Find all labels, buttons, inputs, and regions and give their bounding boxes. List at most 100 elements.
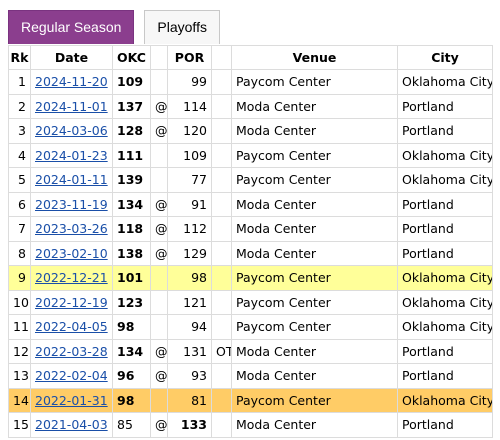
date-cell: 2024-01-23 <box>30 142 113 168</box>
overtime-cell <box>211 387 232 413</box>
game-date-link[interactable]: 2024-01-11 <box>35 172 108 188</box>
col-header-date[interactable]: Date <box>30 45 113 70</box>
game-date-link[interactable]: 2024-11-01 <box>35 98 108 114</box>
overtime-cell: OT <box>211 338 232 364</box>
col-header-city[interactable]: City <box>397 45 493 70</box>
team2-score-cell: 109 <box>167 142 212 168</box>
table-header-row: Rk Date OKC POR Venue City <box>8 45 493 70</box>
venue-cell: Paycom Center <box>231 387 398 413</box>
tab-playoffs[interactable]: Playoffs <box>144 10 220 44</box>
table-row: 7 2023-03-26 118 @112 Moda Center Portland <box>8 216 493 242</box>
tab-regular-season[interactable]: Regular Season <box>8 10 135 44</box>
city-cell: Portland <box>397 338 493 364</box>
venue-cell: Paycom Center <box>231 142 398 168</box>
col-header-at <box>150 45 168 70</box>
game-date-link[interactable]: 2022-01-31 <box>35 392 108 408</box>
away-marker-cell: @ <box>150 240 168 266</box>
team1-score-cell: 128 <box>112 118 151 144</box>
city-cell: Portland <box>397 118 493 144</box>
team1-score-cell: 123 <box>112 289 151 315</box>
table-row: 9 2022-12-21 101 98 Paycom Center Oklahoma Ci… <box>8 265 493 291</box>
table-row: 6 2023-11-19 134 @91 Moda Center Portland <box>8 191 493 217</box>
away-marker-cell: @ <box>150 363 168 389</box>
table-body: 1 2024-11-20 109 99 Paycom Center Oklahoma Ci… <box>8 69 493 438</box>
venue-cell: Moda Center <box>231 363 398 389</box>
col-header-team2[interactable]: POR <box>167 45 212 70</box>
overtime-cell <box>211 289 232 315</box>
rank-cell: 10 <box>8 289 31 315</box>
game-date-link[interactable]: 2023-02-10 <box>35 245 108 261</box>
team2-score-cell: 93 <box>167 363 212 389</box>
date-cell: 2024-11-01 <box>30 93 113 119</box>
date-cell: 2023-11-19 <box>30 191 113 217</box>
col-header-venue[interactable]: Venue <box>231 45 398 70</box>
rank-cell: 14 <box>8 387 31 413</box>
overtime-cell <box>211 216 232 242</box>
team2-score-cell: 99 <box>167 69 212 95</box>
city-cell: Oklahoma City <box>397 387 493 413</box>
date-cell: 2022-12-19 <box>30 289 113 315</box>
city-cell: Portland <box>397 191 493 217</box>
date-cell: 2024-03-06 <box>30 118 113 144</box>
city-cell: Oklahoma City <box>397 289 493 315</box>
game-date-link[interactable]: 2021-04-03 <box>35 417 108 433</box>
team1-score-cell: 111 <box>112 142 151 168</box>
table-row: 4 2024-01-23 111 109 Paycom Center Oklahoma C… <box>8 142 493 168</box>
game-date-link[interactable]: 2023-11-19 <box>35 196 108 212</box>
rank-cell: 2 <box>8 93 31 119</box>
col-header-ot <box>211 45 232 70</box>
game-date-link[interactable]: 2023-03-26 <box>35 221 108 237</box>
venue-cell: Moda Center <box>231 240 398 266</box>
overtime-cell <box>211 363 232 389</box>
game-date-link[interactable]: 2022-04-05 <box>35 319 108 335</box>
team1-score-cell: 134 <box>112 338 151 364</box>
team1-score-cell: 98 <box>112 314 151 340</box>
rank-cell: 6 <box>8 191 31 217</box>
city-cell: Oklahoma City <box>397 314 493 340</box>
rank-cell: 5 <box>8 167 31 193</box>
table-row: 11 2022-04-05 98 94 Paycom Center Oklahoma Ci… <box>8 314 493 340</box>
team1-score-cell: 137 <box>112 93 151 119</box>
date-cell: 2024-11-20 <box>30 69 113 95</box>
team2-score-cell: 129 <box>167 240 212 266</box>
date-cell: 2021-04-03 <box>30 412 113 438</box>
venue-cell: Paycom Center <box>231 314 398 340</box>
col-header-team1[interactable]: OKC <box>112 45 151 70</box>
overtime-cell <box>211 265 232 291</box>
date-cell: 2022-12-21 <box>30 265 113 291</box>
city-cell: Portland <box>397 363 493 389</box>
game-date-link[interactable]: 2024-01-23 <box>35 147 108 163</box>
game-date-link[interactable]: 2022-12-21 <box>35 270 108 286</box>
team1-score-cell: 96 <box>112 363 151 389</box>
team2-score-cell: 94 <box>167 314 212 340</box>
game-date-link[interactable]: 2022-12-19 <box>35 294 108 310</box>
head-to-head-table: Rk Date OKC POR Venue City 1 2024-11-20 10… <box>8 45 493 438</box>
rank-cell: 13 <box>8 363 31 389</box>
rank-cell: 1 <box>8 69 31 95</box>
venue-cell: Moda Center <box>231 338 398 364</box>
city-cell: Portland <box>397 240 493 266</box>
game-date-link[interactable]: 2022-03-28 <box>35 343 108 359</box>
overtime-cell <box>211 167 232 193</box>
venue-cell: Moda Center <box>231 118 398 144</box>
team2-score-cell: 114 <box>167 93 212 119</box>
date-cell: 2022-01-31 <box>30 387 113 413</box>
overtime-cell <box>211 142 232 168</box>
overtime-cell <box>211 191 232 217</box>
page-top-edge <box>0 0 500 6</box>
table-row: 1 2024-11-20 109 99 Paycom Center Oklahoma Ci… <box>8 69 493 95</box>
game-date-link[interactable]: 2022-02-04 <box>35 368 108 384</box>
game-date-link[interactable]: 2024-03-06 <box>35 123 108 139</box>
overtime-cell <box>211 412 232 438</box>
team2-score-cell: 98 <box>167 265 212 291</box>
overtime-cell <box>211 93 232 119</box>
game-date-link[interactable]: 2024-11-20 <box>35 74 108 90</box>
away-marker-cell <box>150 142 168 168</box>
away-marker-cell <box>150 69 168 95</box>
away-marker-cell <box>150 314 168 340</box>
away-marker-cell: @ <box>150 216 168 242</box>
col-header-rk[interactable]: Rk <box>8 45 31 70</box>
team1-score-cell: 85 <box>112 412 151 438</box>
team1-score-cell: 118 <box>112 216 151 242</box>
